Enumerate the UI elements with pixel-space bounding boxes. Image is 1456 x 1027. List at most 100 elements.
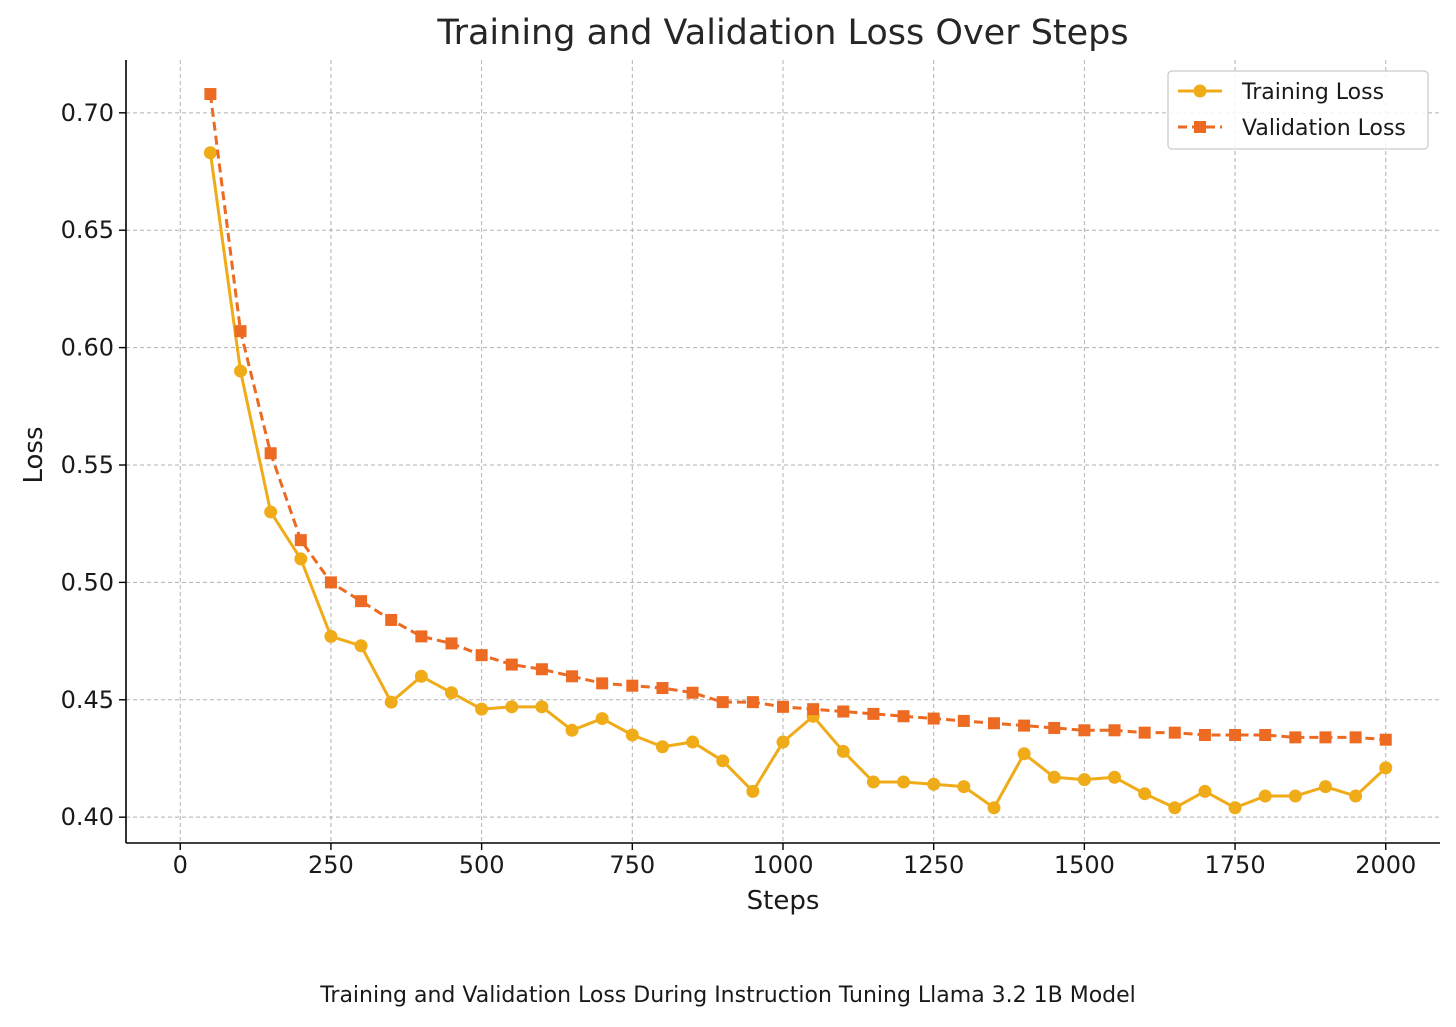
training-loss-point bbox=[505, 700, 519, 714]
validation-loss-point bbox=[355, 595, 368, 608]
x-tick-label: 0 bbox=[173, 851, 188, 879]
validation-loss-point bbox=[867, 707, 880, 720]
training-loss-point bbox=[1349, 789, 1363, 803]
y-tick-label: 0.45 bbox=[61, 686, 114, 714]
validation-loss-point bbox=[1319, 731, 1332, 744]
grid-lines bbox=[126, 60, 1440, 843]
validation-loss-point bbox=[1259, 729, 1272, 741]
validation-loss-point bbox=[475, 649, 488, 662]
y-axis-label: Loss bbox=[19, 426, 49, 483]
x-tick-label: 500 bbox=[459, 851, 505, 879]
validation-loss-point bbox=[716, 696, 729, 709]
legend-training-marker bbox=[1193, 84, 1207, 98]
training-loss-point bbox=[686, 735, 700, 749]
validation-loss-point bbox=[1289, 731, 1302, 744]
training-loss-point bbox=[565, 723, 579, 737]
validation-loss-point bbox=[987, 717, 1000, 730]
validation-loss-point bbox=[837, 705, 850, 718]
validation-loss-point bbox=[897, 710, 910, 723]
training-loss-point bbox=[384, 695, 398, 709]
training-loss-point bbox=[414, 669, 428, 683]
legend-entry-training: Training Loss bbox=[1178, 80, 1384, 105]
validation-loss-point bbox=[626, 679, 639, 692]
training-loss-point bbox=[234, 364, 248, 378]
y-tick-label: 0.50 bbox=[61, 568, 114, 596]
training-loss-point bbox=[324, 629, 338, 643]
chart-title: Training and Validation Loss Over Steps bbox=[436, 13, 1128, 53]
training-loss-point bbox=[1168, 801, 1182, 815]
validation-loss-point bbox=[746, 696, 759, 709]
legend-validation-label: Validation Loss bbox=[1242, 116, 1406, 141]
x-tick-label: 1500 bbox=[1054, 851, 1115, 879]
training-loss-point bbox=[987, 801, 1001, 815]
training-loss-point bbox=[1258, 789, 1272, 803]
y-tick-label: 0.55 bbox=[61, 451, 114, 479]
validation-loss-point bbox=[294, 534, 307, 547]
x-tick-label: 1750 bbox=[1205, 851, 1266, 879]
training-loss-point bbox=[1198, 784, 1212, 798]
training-loss-point bbox=[776, 735, 790, 749]
training-loss-point bbox=[1379, 761, 1393, 775]
validation-loss-point bbox=[264, 447, 277, 460]
training-loss-point bbox=[475, 702, 489, 716]
training-loss-point bbox=[625, 728, 639, 742]
training-loss-series bbox=[203, 146, 1393, 815]
validation-loss-point bbox=[1138, 726, 1151, 739]
validation-loss-point bbox=[204, 88, 217, 101]
training-loss-point bbox=[655, 740, 669, 754]
validation-loss-point bbox=[415, 630, 428, 643]
training-loss-point bbox=[595, 712, 609, 726]
validation-loss-series bbox=[204, 88, 1392, 746]
validation-loss-point bbox=[324, 576, 337, 589]
validation-loss-point bbox=[505, 658, 518, 671]
training-loss-point bbox=[716, 754, 730, 768]
training-loss-point bbox=[1077, 773, 1091, 787]
training-loss-line bbox=[208, 152, 1387, 810]
training-loss-point bbox=[1108, 770, 1122, 784]
plot-series bbox=[203, 88, 1393, 815]
validation-loss-point bbox=[777, 700, 789, 713]
validation-loss-point bbox=[1229, 729, 1242, 741]
validation-loss-point bbox=[1018, 719, 1031, 732]
validation-loss-point bbox=[1379, 733, 1392, 746]
validation-loss-point bbox=[234, 325, 247, 338]
legend-box bbox=[1167, 70, 1429, 150]
validation-loss-point bbox=[1168, 726, 1181, 739]
loss-chart: 0 250 500 750 1000 1250 1500 1750 2000 0.40 0.45 0.… bbox=[19, 13, 1440, 916]
training-loss-point bbox=[203, 146, 217, 160]
training-loss-point bbox=[535, 700, 549, 714]
training-loss-point bbox=[1318, 780, 1332, 794]
training-loss-point bbox=[1228, 801, 1242, 815]
validation-loss-point bbox=[927, 712, 940, 725]
legend-validation-marker bbox=[1194, 121, 1206, 133]
axis-ticks: 0 250 500 750 1000 1250 1500 1750 2000 0.40 0.45 0.… bbox=[61, 99, 1417, 879]
validation-loss-point bbox=[656, 682, 669, 695]
x-axis-label: Steps bbox=[747, 886, 820, 916]
y-tick-label: 0.60 bbox=[61, 334, 114, 362]
training-loss-point bbox=[957, 780, 971, 794]
validation-loss-point bbox=[957, 714, 970, 727]
training-loss-point bbox=[1288, 789, 1302, 803]
training-loss-point bbox=[294, 552, 308, 566]
y-tick-label: 0.70 bbox=[61, 99, 114, 127]
validation-loss-line bbox=[208, 93, 1386, 742]
training-loss-point bbox=[836, 744, 850, 758]
y-tick-label: 0.65 bbox=[61, 216, 114, 244]
validation-loss-point bbox=[807, 703, 820, 716]
validation-loss-point bbox=[385, 613, 398, 626]
training-loss-point bbox=[866, 775, 880, 789]
validation-loss-point bbox=[445, 637, 458, 650]
legend-training-label: Training Loss bbox=[1241, 80, 1384, 105]
training-loss-point bbox=[746, 784, 760, 798]
validation-loss-point bbox=[1048, 721, 1061, 734]
x-tick-label: 2000 bbox=[1355, 851, 1416, 879]
x-tick-label: 1000 bbox=[752, 851, 813, 879]
x-tick-label: 750 bbox=[609, 851, 655, 879]
training-loss-point bbox=[354, 639, 368, 653]
training-loss-point bbox=[1138, 787, 1152, 801]
training-loss-point bbox=[264, 505, 278, 519]
training-loss-point bbox=[897, 775, 911, 789]
x-tick-label: 250 bbox=[308, 851, 354, 879]
training-loss-point bbox=[444, 686, 458, 700]
validation-loss-point bbox=[1198, 729, 1211, 741]
